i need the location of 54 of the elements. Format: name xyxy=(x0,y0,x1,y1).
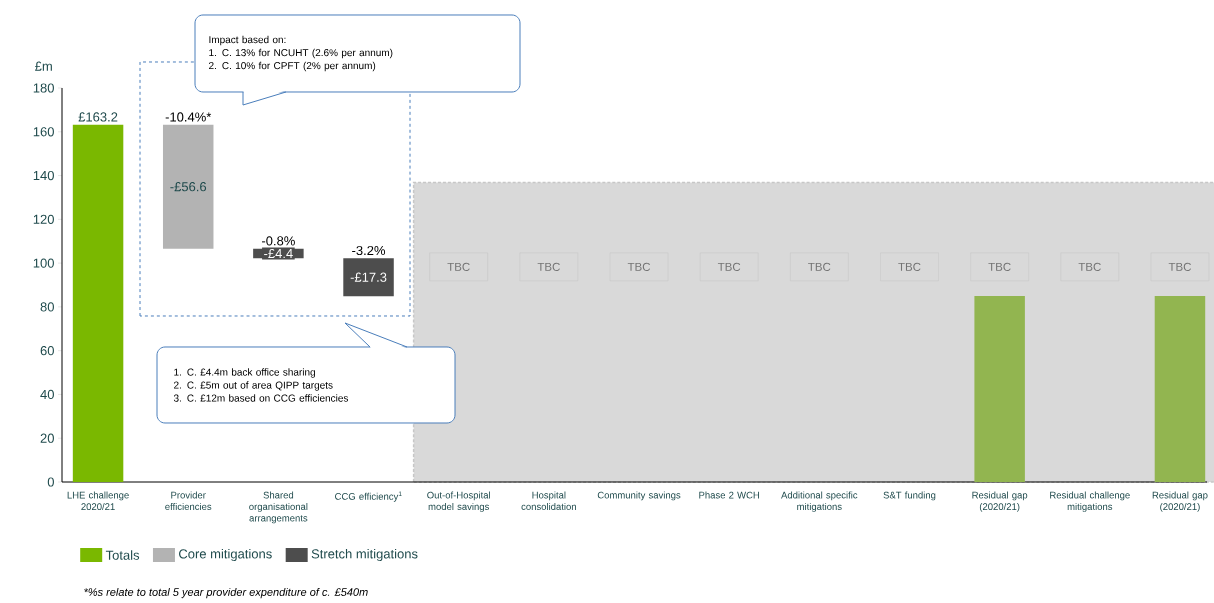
x-tick-label: Residual challenge mitigations xyxy=(1050,491,1130,512)
x-tick-label: Residual gap (2020/21) xyxy=(972,491,1028,512)
bar xyxy=(162,124,214,249)
x-tick-label: Shared organisational arrangements xyxy=(249,491,308,524)
y-tick-label: 120 xyxy=(33,214,54,224)
annotation: TBC xyxy=(1078,262,1101,271)
data-label: -£4.4 xyxy=(264,248,293,259)
y-tick-label: 140 xyxy=(33,170,54,181)
x-tick-label: Provider efficiencies xyxy=(165,491,212,510)
bar xyxy=(72,124,124,482)
x-tick-label: Phase 2 WCH xyxy=(699,491,760,499)
x-tick-label: Residual gap (2020/21) xyxy=(1152,491,1208,512)
annotation: -0.8% xyxy=(261,236,295,246)
annotation: TBC xyxy=(988,262,1011,271)
y-tick-label: 0 xyxy=(47,477,54,487)
data-label: £163.2 xyxy=(78,112,118,122)
x-tick-label: S&T funding xyxy=(883,491,936,501)
y-tick-label: 40 xyxy=(40,389,54,400)
data-label: -£56.6 xyxy=(170,182,207,192)
annotation: -10.4%* xyxy=(165,112,212,122)
annotation: TBC xyxy=(717,262,741,271)
x-tick-label: LHE challenge 2020/21 xyxy=(67,491,129,510)
y-tick-label: 20 xyxy=(40,433,54,443)
data-label: -£17.3 xyxy=(350,272,387,282)
x-tick-label: Community savings xyxy=(597,491,681,501)
annotation: 3. C. £12m based on CCG efficiencies xyxy=(173,394,349,402)
text: 2. C. 10% for CPFT (2% per annum) xyxy=(209,61,376,72)
y-tick-label: 80 xyxy=(40,302,54,312)
text: *%s relate to total 5 year provider expenditure of c. £540m xyxy=(84,587,368,599)
text: 1. C. 13% for NCUHT (2.6% per annum) xyxy=(209,48,393,59)
annotation: TBC xyxy=(898,262,921,271)
annotation: -3.2% xyxy=(352,245,386,256)
annotation: TBC xyxy=(627,262,651,271)
x-tick-label: Out-of-Hospital model savings xyxy=(427,491,490,512)
y-tick-label: 60 xyxy=(40,346,54,356)
y-tick-label: 160 xyxy=(33,127,54,137)
y-tick-label: 180 xyxy=(33,83,54,93)
x-tick-label: CCG efficiency$^{1}$ xyxy=(335,491,402,502)
annotation: TBC xyxy=(537,262,560,271)
annotation: TBC xyxy=(447,262,470,271)
bar xyxy=(974,295,1025,482)
x-tick-label: Hospital consolidation xyxy=(521,491,576,510)
legend-label: Core mitigations xyxy=(179,548,272,562)
bar xyxy=(1154,295,1206,482)
annotation: 1. C. £4.4m back office sharing xyxy=(174,368,315,378)
legend-label: Totals xyxy=(105,550,140,560)
y-tick-label: 100 xyxy=(33,258,54,268)
annotation: TBC xyxy=(1168,262,1192,271)
text: Impact based on: xyxy=(209,35,286,46)
legend-label: Stretch mitigations xyxy=(311,548,418,562)
annotation: TBC xyxy=(808,262,831,271)
y-axis-title: £m xyxy=(35,61,52,71)
annotation: 2. C. £5m out of area QIPP targets xyxy=(174,381,333,391)
x-tick-label: Additional specific mitigations xyxy=(781,491,858,512)
